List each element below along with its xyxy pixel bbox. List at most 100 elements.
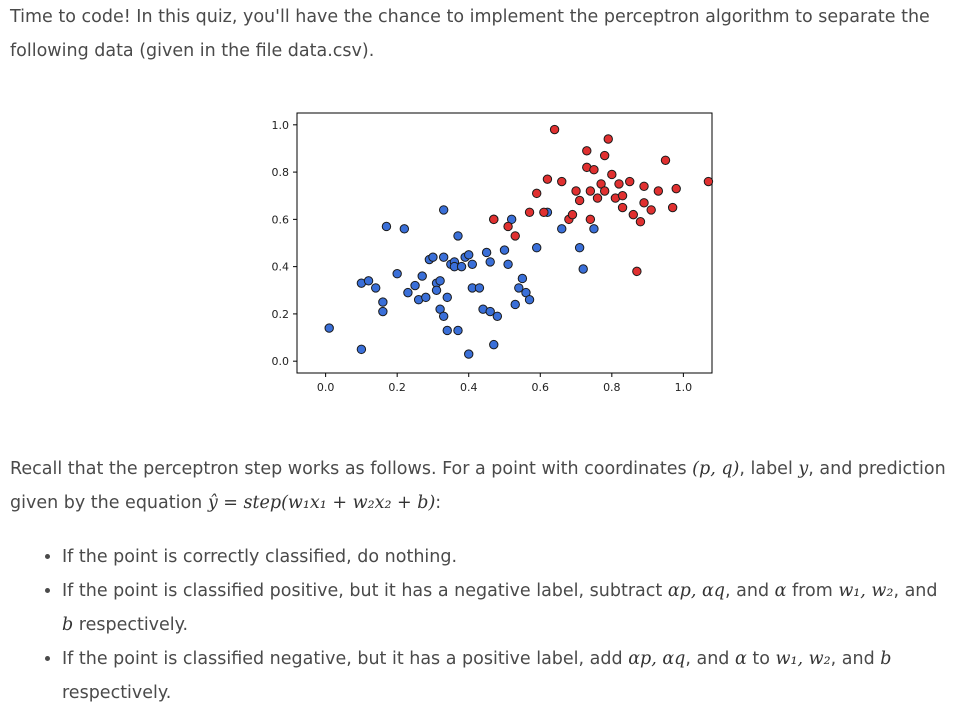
blue-data-point [442, 325, 452, 336]
red-data-point [632, 266, 642, 277]
red-data-point [617, 202, 628, 213]
coords-math: (p, q) [692, 459, 740, 479]
rule-correct-text: If the point is correctly classified, do… [62, 547, 458, 567]
rule-false-negative: If the point is classified negative, but… [62, 642, 954, 710]
blue-data-point [557, 224, 567, 234]
rule-fp-terms: αp, αq [667, 581, 725, 601]
blue-data-point [589, 224, 599, 234]
red-data-point [671, 183, 681, 194]
blue-data-point [485, 257, 495, 267]
red-data-point [625, 176, 635, 187]
equation-math: ŷ = step(w₁x₁ + w₂x₂ + b) [207, 493, 436, 513]
rule-fp-b: b [62, 615, 74, 635]
blue-data-point [378, 297, 388, 307]
recall-mid2: , and prediction given by the equation [10, 459, 946, 513]
blue-data-point [503, 259, 513, 269]
red-data-point [549, 124, 560, 135]
y-tick-label: 0.6 [272, 213, 290, 226]
rule-fn-pre: If the point is classified negative, but… [62, 649, 629, 669]
red-data-point [557, 176, 567, 187]
blue-data-point [485, 306, 495, 317]
rule-fn-tail: respectively. [62, 683, 172, 703]
red-data-point [635, 217, 646, 227]
x-tick-label: 0.0 [317, 381, 335, 394]
y-tick-label: 0.0 [272, 355, 290, 368]
blue-data-point [410, 280, 420, 291]
blue-data-point [428, 252, 438, 262]
blue-data-point [421, 292, 431, 303]
rule-fp-from: from [786, 581, 839, 601]
blue-data-point [453, 325, 463, 336]
rule-fp-and: , and [725, 581, 775, 601]
red-data-point [603, 134, 613, 144]
blue-data-point [417, 271, 427, 281]
blue-data-point [378, 306, 388, 317]
red-data-point [503, 221, 513, 232]
blue-data-point [403, 287, 413, 298]
rule-fn-b: b [880, 649, 892, 669]
x-tick-label: 0.6 [532, 381, 550, 394]
red-data-point [524, 207, 535, 217]
rule-fp-tail3: respectively. [73, 615, 189, 635]
blue-data-point [514, 283, 524, 293]
y-axis-ticks: 0.0 0.2 0.4 0.6 0.8 1.0 [272, 119, 297, 368]
red-data-point [628, 209, 638, 220]
blue-data-point [438, 311, 449, 321]
rule-fp-alpha: α [774, 581, 787, 601]
red-data-point [639, 198, 649, 208]
x-tick-label: 1.0 [675, 381, 693, 394]
y-tick-label: 0.2 [272, 308, 290, 321]
red-data-point [607, 169, 617, 180]
blue-data-point [464, 250, 474, 260]
rule-fp-weights: w₁, w₂ [838, 581, 894, 601]
red-data-point [639, 181, 649, 191]
blue-data-point [363, 276, 374, 286]
red-data-point [592, 193, 603, 203]
x-tick-label: 0.8 [603, 381, 621, 394]
rule-fp-tail1: , [893, 581, 900, 601]
y-tick-label: 1.0 [272, 119, 290, 132]
rule-fn-alpha: α [734, 649, 747, 669]
blue-data-point [517, 273, 528, 284]
rule-fn-terms: αp, αq [628, 649, 686, 669]
scatter-plot-figure: 0.0 0.2 0.4 0.6 0.8 1.0 0.0 0.2 0.4 0.6 0.8 1.0 [255, 105, 725, 410]
rule-false-positive: If the point is classified positive, but… [62, 574, 954, 642]
x-tick-label: 0.4 [460, 381, 478, 394]
rule-fp-pre: If the point is classified positive, but… [62, 581, 668, 601]
blue-data-point [492, 311, 503, 321]
data-points [324, 124, 714, 359]
intro-paragraph: Time to code! In this quiz, you'll have … [10, 7, 930, 61]
red-data-point [614, 179, 624, 189]
recall-paragraph: Recall that the perceptron step works as… [10, 452, 955, 520]
blue-data-point [435, 276, 445, 286]
blue-data-point [381, 221, 392, 232]
red-data-point [542, 174, 553, 184]
blue-data-point [438, 205, 449, 215]
red-data-point [646, 205, 656, 215]
blue-data-point [499, 245, 510, 255]
blue-data-point [489, 339, 499, 350]
blue-data-point [474, 283, 485, 293]
red-data-point [667, 202, 678, 213]
red-data-point [539, 207, 549, 217]
perceptron-rules-list: If the point is correctly classified, do… [24, 540, 954, 710]
y-tick-label: 0.8 [272, 166, 290, 179]
blue-data-point [438, 252, 449, 262]
blue-data-point [456, 261, 467, 272]
red-data-point [489, 214, 499, 225]
red-data-point [589, 165, 599, 175]
red-data-point [617, 191, 628, 201]
recall-lead: Recall that the perceptron step works as… [10, 459, 693, 479]
rule-fn-to: to [746, 649, 776, 669]
red-data-point [510, 231, 520, 241]
blue-data-point [431, 285, 442, 295]
red-data-point [660, 155, 671, 165]
blue-data-point [453, 231, 463, 241]
blue-data-point [524, 295, 535, 305]
red-data-point [585, 186, 596, 196]
blue-data-point [399, 224, 410, 234]
plot-background [296, 112, 713, 374]
red-data-point [571, 186, 581, 196]
blue-data-point [510, 299, 520, 310]
red-data-point [567, 209, 578, 220]
